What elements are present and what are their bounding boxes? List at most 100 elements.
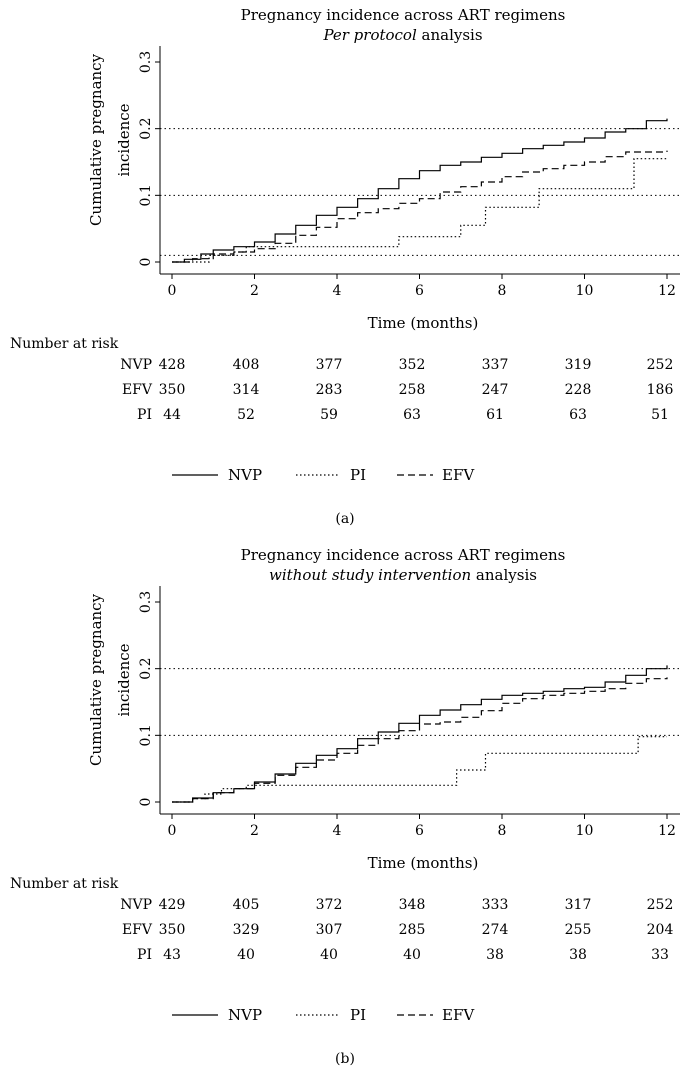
x-tick-label: 0 [168,823,177,839]
subtitle-rest: analysis [471,566,537,584]
risk-table-header: Number at risk [10,876,119,892]
y-tick-label: 0.2 [138,118,154,140]
series-line-nvp [172,665,668,803]
x-tick-label: 6 [415,823,424,839]
panel-label: (b) [335,1051,355,1067]
x-tick-label: 8 [498,823,507,839]
legend-label: PI [350,1006,366,1024]
risk-row-label: PI [137,947,152,963]
risk-value: 247 [482,382,509,398]
risk-value: 408 [233,357,260,373]
y-axis-label: incidence [115,643,133,716]
risk-value: 352 [399,357,426,373]
risk-value: 63 [403,407,421,423]
x-tick-label: 4 [333,823,342,839]
risk-value: 38 [486,947,504,963]
risk-value: 319 [565,357,592,373]
risk-value: 63 [569,407,587,423]
risk-value: 372 [316,897,343,913]
risk-value: 314 [233,382,260,398]
x-tick-label: 12 [658,283,676,299]
x-tick-label: 8 [498,283,507,299]
series-line-pi [172,736,667,803]
y-tick-label: 0 [138,258,154,267]
risk-value: 40 [403,947,421,963]
risk-table-header: Number at risk [10,336,119,352]
risk-row-label: NVP [120,357,152,373]
x-tick-label: 4 [333,283,342,299]
legend-label: NVP [228,1006,262,1024]
y-tick-label: 0.3 [138,591,154,613]
risk-value: 274 [482,922,509,938]
chart-title: Pregnancy incidence across ART regimens [241,6,566,24]
x-tick-label: 10 [576,283,594,299]
risk-value: 61 [486,407,504,423]
risk-value: 33 [651,947,669,963]
risk-value: 377 [316,357,343,373]
subtitle-rest: analysis [417,26,483,44]
y-tick-label: 0.3 [138,51,154,73]
series-line-efv [172,150,668,263]
y-axis-label: incidence [115,103,133,176]
chart-panel-b: Pregnancy incidence across ART regimens w… [10,546,680,1067]
risk-value: 337 [482,357,509,373]
series-line-efv [172,677,668,803]
risk-value: 38 [569,947,587,963]
legend-label: PI [350,466,366,484]
subtitle-italic: Per protocol [322,26,417,44]
x-axis-label: Time (months) [368,854,479,872]
legend-label: EFV [442,466,475,484]
risk-value: 204 [647,922,674,938]
risk-value: 255 [565,922,592,938]
subtitle-italic: without study intervention [269,566,471,584]
risk-value: 40 [320,947,338,963]
risk-row-label: PI [137,407,152,423]
x-tick-label: 6 [415,283,424,299]
risk-value: 252 [647,897,674,913]
y-tick-label: 0 [138,798,154,807]
risk-value: 228 [565,382,592,398]
risk-value: 405 [233,897,260,913]
series-line-nvp [172,118,668,263]
risk-value: 350 [159,922,186,938]
risk-value: 350 [159,382,186,398]
x-tick-label: 10 [576,823,594,839]
risk-value: 429 [159,897,186,913]
x-tick-label: 2 [250,823,259,839]
x-axis-label: Time (months) [368,314,479,332]
risk-value: 40 [237,947,255,963]
y-axis-label: Cumulative pregnancy [87,593,105,766]
risk-value: 43 [163,947,181,963]
risk-value: 317 [565,897,592,913]
risk-value: 186 [647,382,674,398]
risk-value: 329 [233,922,260,938]
risk-value: 51 [651,407,669,423]
chart-title: Pregnancy incidence across ART regimens [241,546,566,564]
risk-row-label: EFV [122,382,153,398]
risk-value: 252 [647,357,674,373]
risk-value: 307 [316,922,343,938]
risk-value: 44 [163,407,181,423]
chart-subtitle: without study intervention analysis [269,566,537,584]
y-tick-label: 0.1 [138,184,154,206]
risk-value: 283 [316,382,343,398]
legend-label: EFV [442,1006,475,1024]
risk-value: 59 [320,407,338,423]
x-tick-label: 0 [168,283,177,299]
risk-value: 333 [482,897,509,913]
x-tick-label: 12 [658,823,676,839]
chart-subtitle: Per protocol analysis [322,26,482,44]
legend-label: NVP [228,466,262,484]
risk-value: 348 [399,897,426,913]
y-tick-label: 0.1 [138,724,154,746]
panel-label: (a) [335,511,354,527]
risk-value: 52 [237,407,255,423]
risk-row-label: NVP [120,897,152,913]
series-line-pi [172,158,667,263]
y-axis-label: Cumulative pregnancy [87,53,105,226]
chart-panel-a: Pregnancy incidence across ART regimens P… [10,6,680,527]
risk-value: 285 [399,922,426,938]
y-tick-label: 0.2 [138,658,154,680]
risk-value: 258 [399,382,426,398]
